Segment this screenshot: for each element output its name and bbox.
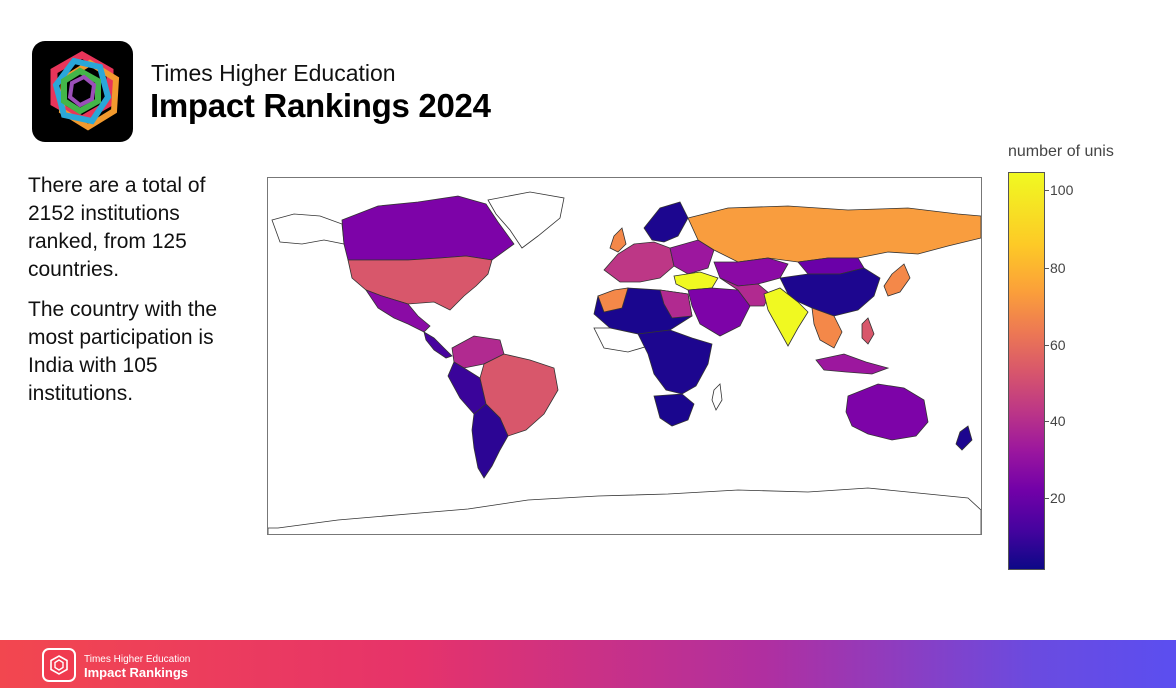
united-states [347,255,493,311]
greenland [487,191,565,249]
colorbar-title: number of unis [1008,143,1114,160]
southern-africa [653,393,695,427]
colorbar-tick-mark [1045,498,1049,499]
mexico [364,289,431,333]
colorbar-tick-mark [1045,190,1049,191]
antarctica [268,487,981,534]
argentina-chile [471,403,509,479]
sub-saharan-africa [637,329,713,395]
alaska [271,213,345,245]
world-map-svg [268,191,981,534]
footer-logo [42,648,76,682]
colorbar [1008,172,1045,570]
page-title: Impact Rankings 2024 [150,87,491,124]
colorbar-tick-80: 80 [1050,260,1066,276]
middle-east [687,287,751,337]
brazil [479,353,559,437]
india [763,287,809,347]
brand-subtitle: Times Higher Education [151,60,396,86]
colorbar-tick-mark [1045,268,1049,269]
summary-paragraph-total: There are a total of 2152 institutions r… [28,174,206,281]
southeast-asia [811,307,843,349]
scandinavia [643,201,689,243]
new-zealand [955,425,973,451]
the-logo [32,41,133,142]
colorbar-tick-40: 40 [1050,413,1066,429]
egypt [659,289,693,319]
choropleth-map[interactable] [267,177,982,535]
colorbar-tick-60: 60 [1050,337,1066,353]
colorbar-tick-mark [1045,421,1049,422]
summary-text: There are a total of 2152 institutions r… [28,172,238,420]
footer-title: Impact Rankings [84,665,189,680]
footer-subtitle: Times Higher Education [84,654,191,665]
united-kingdom [609,227,627,253]
china [779,267,881,317]
russia [687,205,981,263]
summary-paragraph-top-country: The country with the most participation … [28,298,218,405]
colorbar-tick-100: 100 [1050,182,1074,198]
morocco [597,287,629,313]
footer-bar [0,640,1176,688]
indonesia [815,353,890,375]
hexagon-knot-logo-icon [50,50,120,131]
colorbar-tick-20: 20 [1050,490,1066,506]
turkey [673,271,719,291]
colorbar-tick-mark [1045,345,1049,346]
central-america [423,331,453,359]
canada [341,195,515,261]
madagascar [711,383,723,411]
australia [845,383,929,441]
peru [447,361,487,415]
japan [883,263,911,297]
hexagon-knot-logo-icon [50,655,68,675]
philippines [861,317,875,345]
